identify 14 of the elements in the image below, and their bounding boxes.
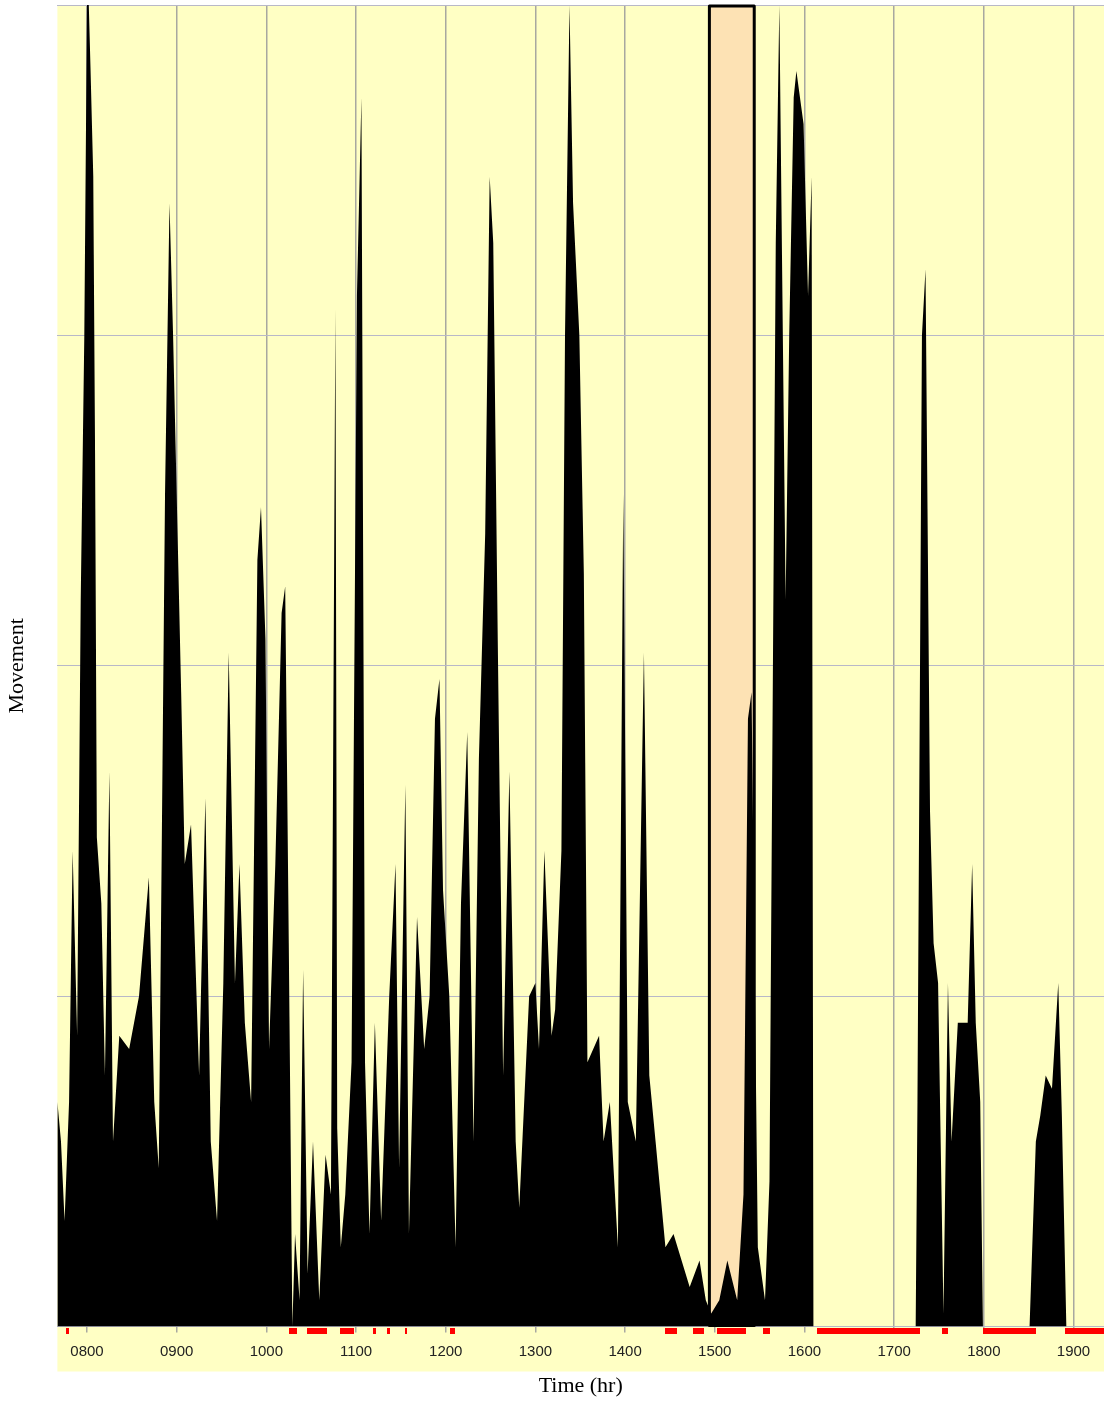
x-axis-title: Time (hr) [538,1371,623,1397]
x-tick-label: 1500 [698,1341,732,1359]
x-tick-label: 1700 [877,1341,911,1359]
x-tick-label: 1200 [429,1341,463,1359]
x-tick-label: 1100 [339,1341,373,1359]
x-tick-label: 1600 [787,1341,822,1359]
x-tick-label: 0900 [159,1341,194,1359]
x-tick-label: 1300 [518,1341,553,1359]
x-tick-label: 0800 [70,1341,104,1359]
y-axis-title: Movement [2,618,28,714]
x-tick-label: 1000 [249,1341,284,1359]
x-tick-label: 1900 [1056,1341,1091,1359]
x-tick-label: 1400 [608,1341,642,1359]
x-tick-label: 1800 [967,1341,1001,1359]
